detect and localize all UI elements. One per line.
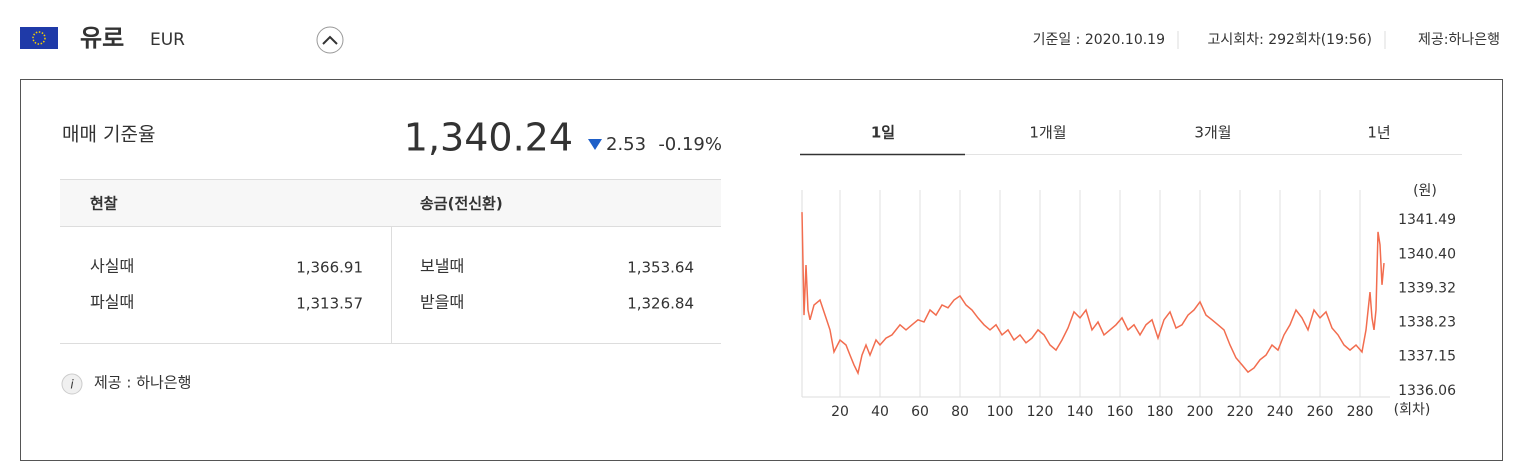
tab[interactable]: 1년 (1367, 124, 1390, 142)
x-tick-label: 120 (1027, 404, 1054, 420)
y-tick-label: 1340.40 (1398, 246, 1456, 262)
y-tick-label: 1337.15 (1398, 349, 1456, 365)
tab[interactable]: 3개월 (1194, 124, 1231, 142)
y-axis-label: (원) (1413, 183, 1437, 199)
cell-label: 보낼때 (420, 257, 464, 276)
x-tick-label: 40 (871, 404, 889, 420)
rate-line (801, 212, 1385, 376)
panel (20, 79, 1503, 461)
tab[interactable]: 1개월 (1029, 124, 1066, 142)
cell-value: 1,326.84 (627, 295, 694, 313)
footer-provider: 제공 : 하나은행 (94, 374, 191, 392)
x-tick-label: 20 (831, 404, 849, 420)
x-tick-label: 80 (951, 404, 969, 420)
cell-value: 1,313.57 (296, 295, 363, 313)
table-header: 현찰 (90, 195, 118, 213)
rate-value: 1,340.24 (404, 116, 573, 160)
cell-label: 사실때 (90, 257, 134, 276)
x-axis-label: (회차) (1394, 402, 1431, 418)
table-header: 송금(전신환) (420, 195, 503, 213)
x-tick-label: 60 (911, 404, 929, 420)
x-tick-label: 180 (1147, 404, 1174, 420)
table-header-bg (60, 179, 721, 227)
info-icon-glyph: i (70, 378, 74, 392)
x-tick-label: 100 (987, 404, 1014, 420)
x-tick-label: 160 (1107, 404, 1134, 420)
currency-name: 유로 (80, 24, 124, 52)
down-arrow (588, 139, 602, 150)
rate-change-pct: -0.19% (658, 134, 722, 155)
y-tick-label: 1339.32 (1398, 280, 1456, 296)
cell-value: 1,353.64 (627, 259, 694, 277)
cell-label: 파실때 (90, 293, 134, 312)
info-icon (61, 373, 83, 395)
cell-label: 받을때 (420, 293, 464, 312)
x-tick-label: 140 (1067, 404, 1094, 420)
x-tick-label: 280 (1347, 404, 1374, 420)
x-tick-label: 240 (1267, 404, 1294, 420)
y-tick-label: 1341.49 (1398, 212, 1456, 228)
collapse-button[interactable] (316, 26, 344, 54)
currency-code: EUR (150, 30, 185, 50)
notice-round: 고시회차: 292회차(19:56) (1208, 32, 1372, 48)
rate-change: 2.53 (606, 134, 646, 155)
x-tick-label: 260 (1307, 404, 1334, 420)
eu-flag (20, 27, 58, 49)
x-tick-label: 200 (1187, 404, 1214, 420)
y-tick-label: 1338.23 (1398, 315, 1456, 331)
y-tick-label: 1336.06 (1398, 383, 1456, 399)
tab[interactable]: 1일 (871, 124, 895, 142)
base-date: 기준일 : 2020.10.19 (1033, 32, 1165, 48)
provider: 제공:하나은행 (1418, 32, 1500, 48)
x-tick-label: 220 (1227, 404, 1254, 420)
flag-stars (32, 31, 46, 45)
cell-value: 1,366.91 (296, 259, 363, 277)
rate-label: 매매 기준율 (62, 124, 155, 146)
